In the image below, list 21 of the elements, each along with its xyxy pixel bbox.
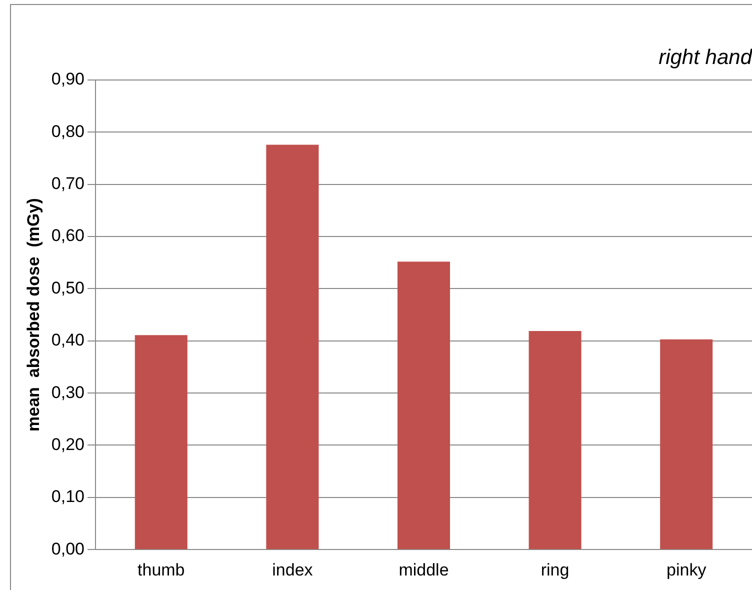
y-axis-title: mean absorbed dose (mGy)	[24, 198, 43, 432]
y-tick-label: 0,20	[51, 434, 84, 454]
x-tick-label: pinky	[666, 560, 707, 580]
y-tick-label: 0,10	[51, 487, 84, 506]
x-tick-label: ring	[540, 560, 570, 580]
x-tick-label: thumb	[138, 560, 185, 580]
y-tick-label: 0,40	[51, 330, 84, 350]
bar	[528, 330, 582, 550]
y-tick-label: 0,50	[51, 278, 84, 298]
bar	[397, 262, 450, 550]
x-tick-label: middle	[398, 560, 449, 580]
x-tick-label: index	[272, 560, 314, 580]
y-tick-label: 0,80	[51, 122, 84, 141]
y-tick-label: 0,30	[51, 382, 84, 402]
y-tick-label: 0,60	[51, 226, 84, 246]
bar	[660, 339, 713, 550]
y-tick-label: 0,90	[51, 70, 84, 89]
y-tick-label: 0,00	[51, 539, 84, 558]
y-tick-label: 0,70	[51, 174, 84, 194]
bar	[266, 144, 319, 550]
bar	[134, 335, 188, 550]
